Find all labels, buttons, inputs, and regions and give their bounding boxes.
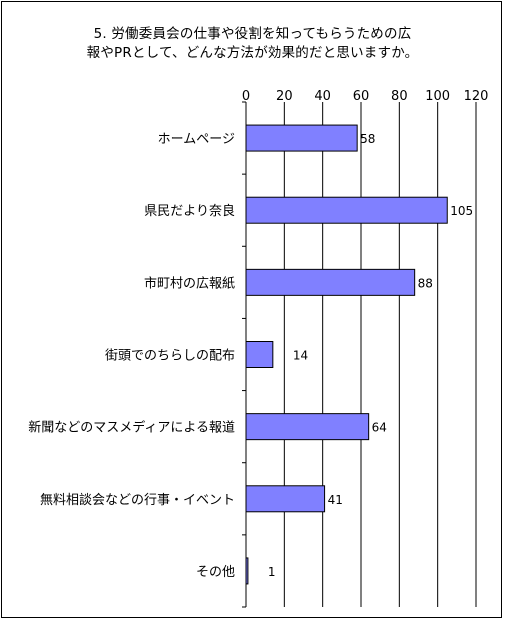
bar [245, 124, 358, 152]
x-tick-label: 100 [425, 89, 450, 104]
chart-title-line-1: 5. 労働委員会の仕事や役割を知ってもらうための広 [93, 26, 412, 42]
category-label: 新聞などのマスメディアによる報道 [28, 420, 235, 436]
bar [245, 341, 274, 368]
bar [245, 268, 416, 296]
x-tick-label: 40 [314, 89, 331, 104]
category-label: 街頭でのちらしの配布 [105, 349, 235, 364]
chart-title-line-2: 報やPRとして、どんな方法が効果的だと思いますか。 [86, 45, 419, 61]
data-label: 64 [372, 421, 387, 435]
data-label: 88 [418, 276, 433, 290]
bar [245, 557, 249, 585]
x-tick-label: 20 [276, 89, 293, 104]
data-label: 105 [450, 204, 473, 218]
category-label: 県民だより奈良 [144, 203, 235, 219]
x-tick-label: 80 [391, 89, 408, 104]
bar [245, 196, 448, 224]
data-label: 1 [268, 565, 276, 579]
category-label: 無料相談会などの行事・イベント [40, 492, 235, 508]
data-label: 58 [360, 132, 375, 146]
category-label: ホームページ [158, 132, 235, 147]
category-label: 市町村の広報紙 [144, 275, 235, 291]
bar [245, 485, 326, 513]
x-tick-label: 120 [464, 89, 489, 104]
category-label: その他 [196, 565, 235, 580]
x-tick-label: 0 [242, 89, 250, 104]
data-label: 41 [328, 493, 343, 507]
bar [245, 413, 370, 441]
data-label: 14 [293, 349, 308, 363]
x-tick-label: 60 [353, 89, 370, 104]
